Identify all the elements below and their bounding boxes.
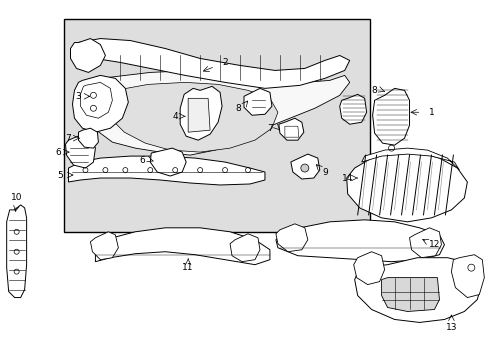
Text: 1: 1 xyxy=(427,108,433,117)
Polygon shape xyxy=(150,148,186,176)
Polygon shape xyxy=(78,128,98,148)
Polygon shape xyxy=(65,135,95,168)
Polygon shape xyxy=(7,205,26,298)
Text: 11: 11 xyxy=(182,263,194,272)
Text: 8: 8 xyxy=(235,104,241,113)
Polygon shape xyxy=(244,88,271,115)
Text: 12: 12 xyxy=(428,240,439,249)
Polygon shape xyxy=(275,224,307,252)
Polygon shape xyxy=(68,156,264,185)
Polygon shape xyxy=(290,154,319,179)
Text: 13: 13 xyxy=(445,323,456,332)
Bar xyxy=(63,19,369,232)
Polygon shape xyxy=(354,258,480,323)
Polygon shape xyxy=(339,94,366,124)
Polygon shape xyxy=(275,220,444,262)
Polygon shape xyxy=(70,39,105,72)
Polygon shape xyxy=(229,234,260,262)
Polygon shape xyxy=(285,126,298,137)
Polygon shape xyxy=(72,75,128,132)
Text: 9: 9 xyxy=(321,167,327,176)
Polygon shape xyxy=(90,232,118,260)
Polygon shape xyxy=(81,82,112,118)
Polygon shape xyxy=(346,152,467,222)
Text: 14: 14 xyxy=(341,174,353,183)
Text: 3: 3 xyxy=(76,92,81,101)
Polygon shape xyxy=(450,255,483,298)
Polygon shape xyxy=(78,39,349,88)
Polygon shape xyxy=(381,278,439,311)
Polygon shape xyxy=(372,88,408,145)
Polygon shape xyxy=(408,228,441,258)
Polygon shape xyxy=(353,252,384,285)
Polygon shape xyxy=(104,82,277,152)
Text: 2: 2 xyxy=(222,58,227,67)
Text: 7: 7 xyxy=(266,124,272,133)
Text: 10: 10 xyxy=(11,193,22,202)
Polygon shape xyxy=(88,71,349,155)
Polygon shape xyxy=(95,228,269,265)
Text: 6: 6 xyxy=(139,156,145,165)
Polygon shape xyxy=(361,148,458,170)
Text: 7: 7 xyxy=(65,134,71,143)
Polygon shape xyxy=(180,86,222,140)
Circle shape xyxy=(300,164,308,172)
Polygon shape xyxy=(188,98,210,132)
Text: 6: 6 xyxy=(56,148,61,157)
Text: 5: 5 xyxy=(58,171,63,180)
Text: 4: 4 xyxy=(172,112,178,121)
Text: 8: 8 xyxy=(371,86,377,95)
Polygon shape xyxy=(278,118,303,140)
